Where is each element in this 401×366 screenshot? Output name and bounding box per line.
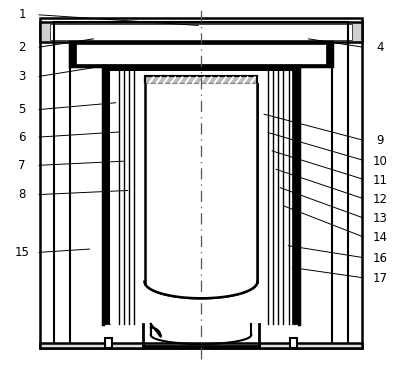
Bar xyxy=(102,66,109,324)
Text: 8: 8 xyxy=(18,188,26,201)
Text: 10: 10 xyxy=(371,154,387,168)
Text: 16: 16 xyxy=(371,251,387,265)
Text: 15: 15 xyxy=(14,246,30,259)
Text: 17: 17 xyxy=(371,272,387,285)
Bar xyxy=(102,66,299,71)
Bar xyxy=(144,76,257,84)
Bar xyxy=(54,22,347,348)
Bar xyxy=(40,343,361,348)
Text: 11: 11 xyxy=(371,173,387,187)
Bar xyxy=(109,71,292,324)
Bar xyxy=(40,18,361,348)
Bar xyxy=(40,22,361,42)
Text: 5: 5 xyxy=(18,103,26,116)
Text: 3: 3 xyxy=(18,70,26,83)
Text: 12: 12 xyxy=(371,193,387,206)
Text: 14: 14 xyxy=(371,231,387,244)
Polygon shape xyxy=(144,84,257,298)
Text: 2: 2 xyxy=(18,41,26,54)
Text: 6: 6 xyxy=(18,131,26,144)
Bar xyxy=(290,338,297,348)
Bar xyxy=(70,42,331,66)
Text: 4: 4 xyxy=(375,41,383,54)
Bar xyxy=(76,44,325,64)
Text: 1: 1 xyxy=(18,8,26,21)
Bar xyxy=(70,42,331,348)
Bar xyxy=(144,76,257,84)
Bar xyxy=(144,324,257,345)
Text: 9: 9 xyxy=(375,134,383,147)
Text: 13: 13 xyxy=(371,212,387,225)
Bar xyxy=(292,66,299,324)
Text: 7: 7 xyxy=(18,159,26,172)
Bar xyxy=(104,338,111,348)
Bar xyxy=(50,24,351,40)
